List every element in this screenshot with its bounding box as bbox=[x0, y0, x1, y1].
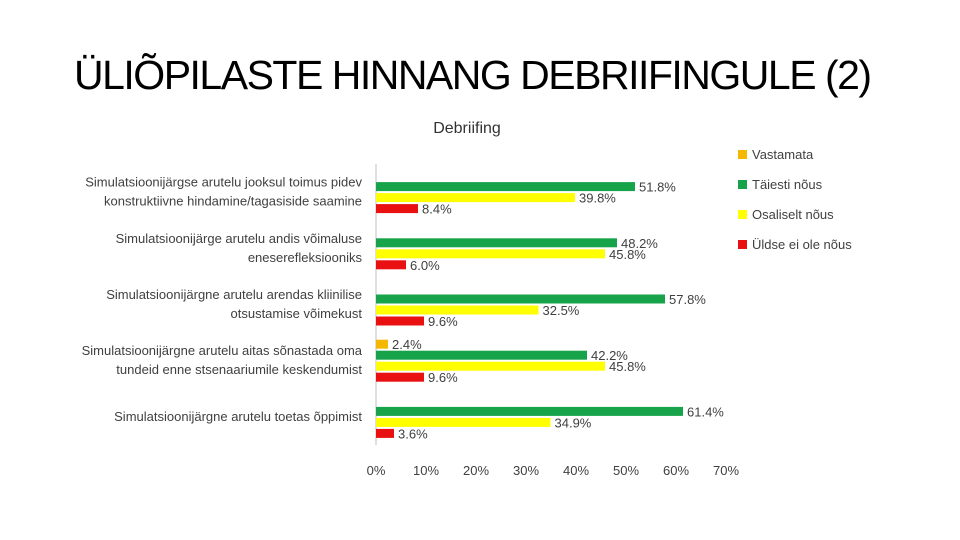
data-label: 3.6% bbox=[398, 426, 428, 441]
category-label: Simulatsioonijärgne arutelu arendas klii… bbox=[106, 287, 362, 321]
data-label: 32.5% bbox=[543, 303, 580, 318]
category-label: Simulatsioonijärgne arutelu toetas õppim… bbox=[114, 409, 362, 424]
category-label-line: Simulatsioonijärgne arutelu aitas sõnast… bbox=[82, 343, 363, 358]
category-label-line: Simulatsioonijärge arutelu andis võimalu… bbox=[116, 231, 362, 246]
data-label: 8.4% bbox=[422, 202, 452, 217]
data-label: 6.0% bbox=[410, 258, 440, 273]
bar bbox=[376, 294, 665, 304]
bar bbox=[376, 316, 424, 326]
x-tick-label: 50% bbox=[613, 463, 639, 478]
value-labels: 51.8%39.8%8.4%48.2%45.8%6.0%57.8%32.5%9.… bbox=[392, 180, 724, 442]
data-label: 45.8% bbox=[609, 359, 646, 374]
data-label: 45.8% bbox=[609, 247, 646, 262]
data-label: 9.6% bbox=[428, 370, 458, 385]
x-tick-label: 30% bbox=[513, 463, 539, 478]
data-label: 9.6% bbox=[428, 314, 458, 329]
category-label-line: Simulatsioonijärgne arutelu arendas klii… bbox=[106, 287, 362, 302]
legend-label: Üldse ei ole nõus bbox=[752, 237, 852, 252]
x-tick-label: 60% bbox=[663, 463, 689, 478]
bar bbox=[376, 339, 388, 349]
x-tick-label: 20% bbox=[463, 463, 489, 478]
x-tick-labels: 0% 10% 20% 30% 40% 50% 60% 70% bbox=[367, 463, 740, 478]
bar bbox=[376, 305, 539, 315]
data-label: 57.8% bbox=[669, 292, 706, 307]
x-tick-label: 10% bbox=[413, 463, 439, 478]
category-label-line: konstruktiivne hindamine/tagasiside saam… bbox=[104, 194, 362, 209]
legend-swatch bbox=[738, 150, 747, 159]
category-labels: Simulatsioonijärgse arutelu jooksul toim… bbox=[82, 175, 363, 424]
category-label: Simulatsioonijärgne arutelu aitas sõnast… bbox=[82, 343, 363, 377]
bar bbox=[376, 193, 575, 203]
category-label: Simulatsioonijärgse arutelu jooksul toim… bbox=[85, 175, 362, 209]
bar bbox=[376, 372, 424, 382]
slide-title: ÜLIÕPILASTE HINNANG DEBRIIFINGULE (2) bbox=[74, 52, 872, 98]
bar bbox=[376, 204, 418, 214]
bar bbox=[376, 406, 683, 416]
bar bbox=[376, 249, 605, 259]
legend: Vastamata Täiesti nõus Osaliselt nõus Üldse… bbox=[738, 147, 852, 252]
bar bbox=[376, 428, 394, 438]
data-label: 51.8% bbox=[639, 180, 676, 195]
bar bbox=[376, 361, 605, 371]
legend-label: Täiesti nõus bbox=[752, 177, 823, 192]
bar bbox=[376, 350, 587, 360]
data-label: 2.4% bbox=[392, 337, 422, 352]
category-label-line: otsustamise võimekust bbox=[231, 306, 363, 321]
bar bbox=[376, 417, 551, 427]
bar bbox=[376, 238, 617, 248]
data-label: 48.2% bbox=[621, 236, 658, 251]
category-label-line: eneserefleksiooniks bbox=[248, 250, 363, 265]
category-label: Simulatsioonijärge arutelu andis võimalu… bbox=[116, 231, 363, 265]
data-label: 61.4% bbox=[687, 404, 724, 419]
bar bbox=[376, 260, 406, 270]
x-tick-label: 70% bbox=[713, 463, 739, 478]
chart-title: Debriifing bbox=[433, 120, 501, 137]
category-label-line: Simulatsioonijärgse arutelu jooksul toim… bbox=[85, 175, 362, 190]
x-tick-label: 40% bbox=[563, 463, 589, 478]
data-label: 34.9% bbox=[555, 415, 592, 430]
legend-label: Vastamata bbox=[752, 147, 814, 162]
legend-swatch bbox=[738, 180, 747, 189]
category-label-line: Simulatsioonijärgne arutelu toetas õppim… bbox=[114, 409, 362, 424]
legend-swatch bbox=[738, 210, 747, 219]
x-tick-label: 0% bbox=[367, 463, 386, 478]
data-label: 39.8% bbox=[579, 191, 616, 206]
bars bbox=[376, 182, 683, 438]
category-label-line: tundeid enne stsenaariumile keskendumist bbox=[116, 362, 362, 377]
bar bbox=[376, 182, 635, 192]
legend-swatch bbox=[738, 240, 747, 249]
data-label: 42.2% bbox=[591, 348, 628, 363]
legend-label: Osaliselt nõus bbox=[752, 207, 834, 222]
